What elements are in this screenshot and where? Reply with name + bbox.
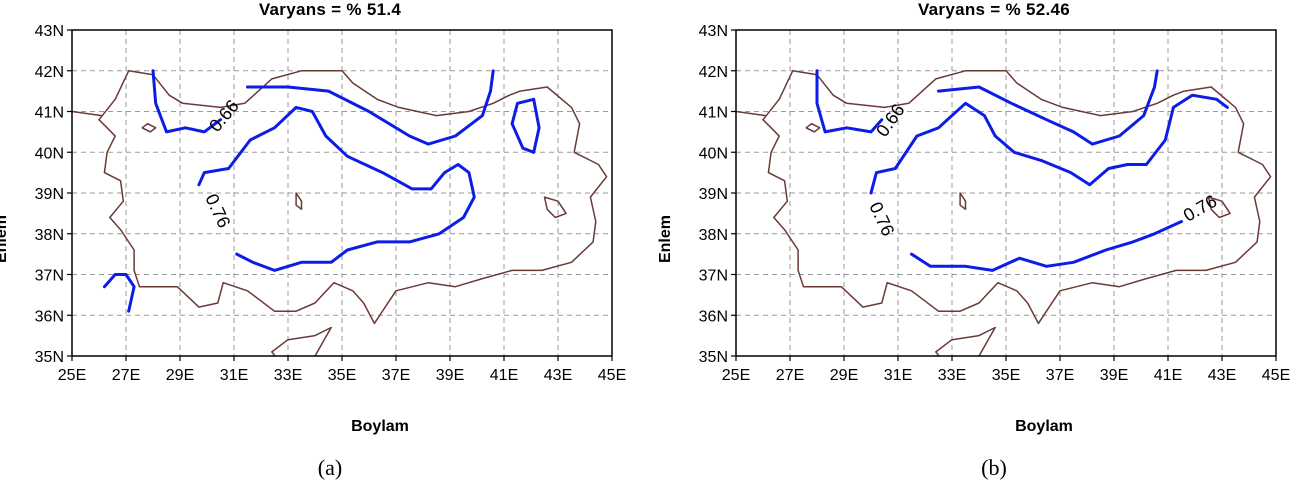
contour-line [815,69,884,134]
x-tick-label: 33E [938,367,966,384]
x-tick-label: 37E [1046,367,1074,384]
x-tick-label: 41E [490,367,518,384]
coastline [141,122,157,133]
coastline [736,110,766,117]
coastline [959,192,967,211]
x-tick-label: 35E [992,367,1020,384]
x-axis-label: Boylam [1015,418,1073,435]
y-tick-label: 35N [35,349,64,366]
x-tick-label: 41E [1154,367,1182,384]
y-tick-label: 37N [35,268,64,285]
contour-label: 0.76 [865,199,898,239]
coastline [543,196,567,219]
x-tick-label: 45E [598,367,626,384]
x-axis-label: Boylam [351,418,409,435]
contour-line [510,97,541,154]
x-tick-label: 25E [58,367,86,384]
x-tick-label: 33E [274,367,302,384]
x-tick-label: 39E [1100,367,1128,384]
x-tick-label: 45E [1262,367,1290,384]
y-tick-label: 41N [699,105,728,122]
map-panel-b: Varyans = % 52.46 Enlem 0.66 0.76 0.76 25E 2… [657,0,1304,495]
contour-line [102,273,136,313]
contour-label: 0.76 [201,191,234,231]
x-tick-label: 29E [830,367,858,384]
coastline [295,192,303,211]
y-tick-label: 43N [699,23,728,40]
x-tick-label: 27E [776,367,804,384]
y-tick-label: 39N [35,186,64,203]
coastline [271,326,332,356]
y-tick-label: 43N [35,23,64,40]
contour-line [910,220,1183,272]
y-tick-label: 40N [35,145,64,162]
contour-map: 0.66 0.76 25E 27E 29E 31E 33E 35E 37E 39E 41E 43E 45… [35,23,627,384]
contour-line [197,105,476,272]
y-tick-label: 38N [35,227,64,244]
x-tick-label: 37E [382,367,410,384]
figure-caption: (a) [317,455,343,480]
figure-caption: (b) [981,455,1007,480]
y-tick-label: 39N [699,186,728,203]
map-title: Varyans = % 52.46 [917,0,1071,19]
contour-label: 0.76 [1180,191,1220,226]
coastline [762,70,1272,325]
contour-line [869,93,1229,195]
coastline [98,70,608,325]
coastline [805,122,821,133]
x-tick-label: 43E [1208,367,1236,384]
x-tick-label: 27E [112,367,140,384]
x-tick-label: 39E [436,367,464,384]
y-tick-label: 37N [699,268,728,285]
contour-line [151,69,222,134]
map-panel-a: Varyans = % 51.4 Enlem 0.66 0.76 25E 27E 29E… [0,0,640,495]
contour-line [246,69,495,146]
x-tick-label: 31E [220,367,248,384]
x-tick-label: 29E [166,367,194,384]
y-tick-label: 42N [699,64,728,81]
y-tick-label: 35N [699,349,728,366]
y-tick-label: 42N [35,64,64,81]
contour-label: 0.66 [205,96,243,136]
coastline [72,110,102,117]
y-tick-label: 36N [35,308,64,325]
x-tick-label: 43E [544,367,572,384]
y-tick-label: 41N [35,105,64,122]
map-title: Varyans = % 51.4 [258,0,402,19]
y-tick-label: 40N [699,145,728,162]
x-tick-label: 31E [884,367,912,384]
y-tick-label: 36N [699,308,728,325]
contour-line [937,69,1159,146]
y-tick-label: 38N [699,227,728,244]
coastline [935,326,996,356]
coastline [1207,196,1231,219]
x-tick-label: 35E [328,367,356,384]
x-tick-label: 25E [722,367,750,384]
